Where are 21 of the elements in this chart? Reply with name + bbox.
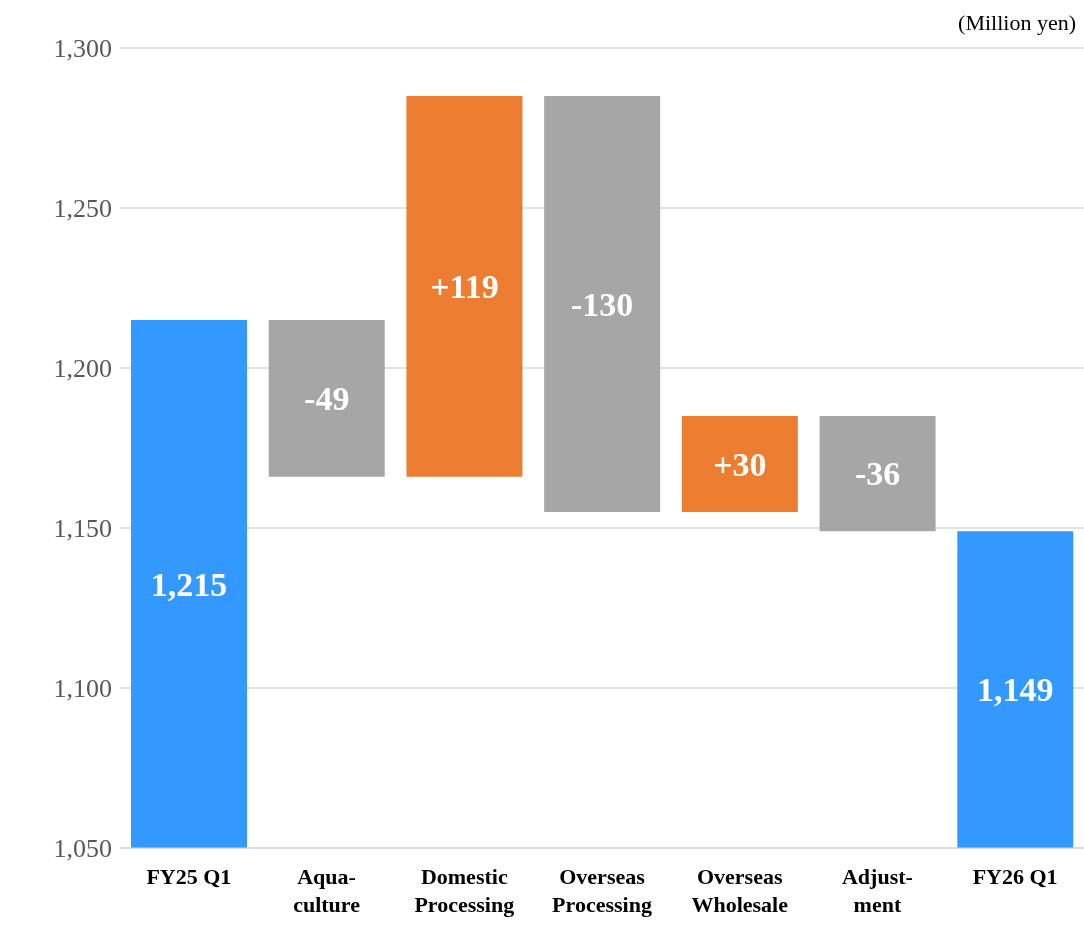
- x-tick-label: Domestic Processing: [414, 864, 515, 917]
- data-label: -130: [571, 285, 634, 323]
- y-tick-label: 1,250: [53, 194, 112, 224]
- y-tick-label: 1,050: [53, 834, 112, 864]
- data-label: -36: [854, 455, 901, 493]
- x-tick-label: FY25 Q1: [146, 864, 232, 889]
- data-label: 1,215: [150, 565, 228, 603]
- x-tick-label: FY26 Q1: [972, 864, 1058, 889]
- y-tick-label: 1,100: [53, 674, 112, 704]
- y-tick-label: 1,150: [53, 514, 112, 544]
- text: (Million yen): [958, 10, 1076, 36]
- x-tick-label: Adjust- ment: [841, 864, 913, 917]
- data-label: +119: [430, 267, 499, 305]
- y-tick-label: 1,200: [53, 354, 112, 384]
- x-tick-label: Aqua- culture: [293, 864, 361, 917]
- x-tick-label: Overseas Processing: [552, 864, 652, 917]
- data-label: 1,149: [977, 671, 1054, 709]
- x-tick-label: Overseas Wholesale: [691, 864, 789, 917]
- data-label: -49: [304, 379, 350, 417]
- y-tick-label: 1,300: [53, 34, 112, 64]
- data-label: +30: [713, 445, 767, 483]
